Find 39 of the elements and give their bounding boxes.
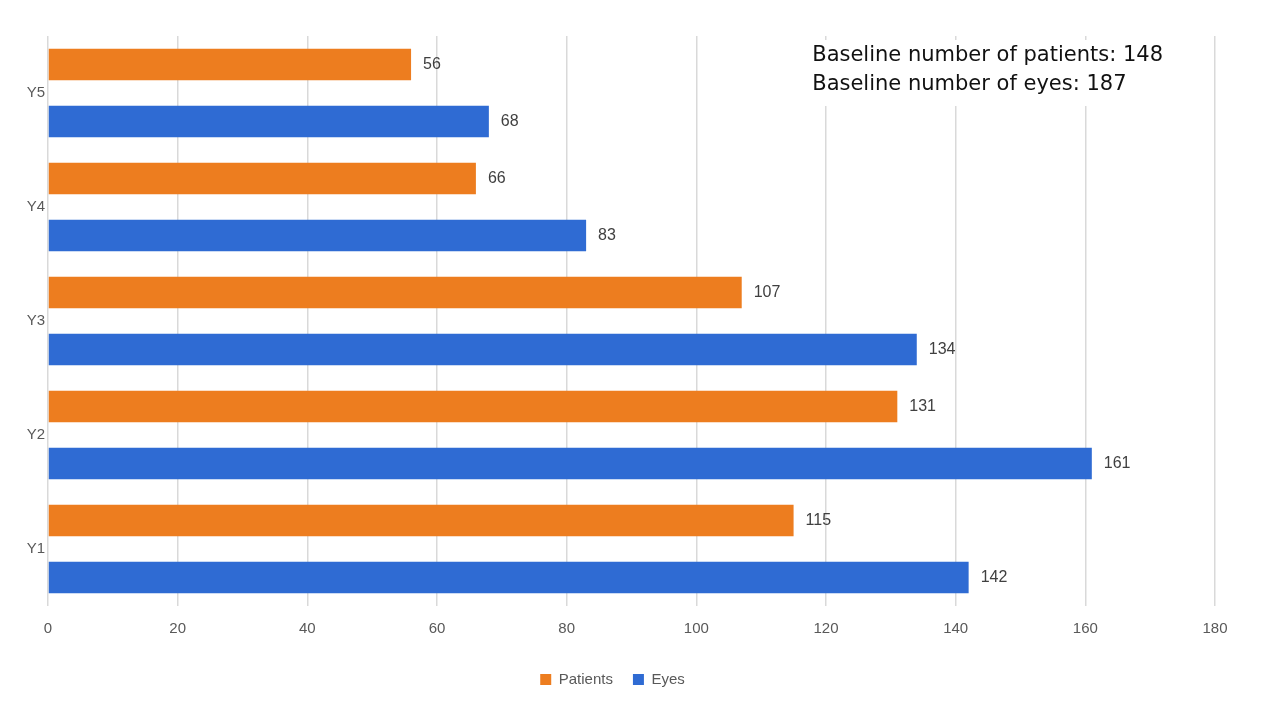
x-tick-label: 120 bbox=[813, 619, 839, 637]
data-label: 83 bbox=[598, 225, 617, 243]
bar bbox=[48, 447, 1092, 480]
data-label: 56 bbox=[423, 54, 441, 72]
bar bbox=[48, 219, 587, 252]
x-tick-label: 60 bbox=[428, 619, 446, 637]
bar bbox=[48, 333, 917, 366]
data-label: 66 bbox=[487, 168, 506, 186]
legend-label: Patients bbox=[558, 669, 613, 687]
data-label: 68 bbox=[500, 111, 519, 129]
bar bbox=[48, 162, 476, 195]
x-tick-label: 20 bbox=[169, 619, 187, 637]
bar bbox=[48, 276, 742, 309]
x-tick-label: 100 bbox=[683, 619, 709, 637]
data-label: 107 bbox=[753, 282, 781, 300]
x-tick-label: 140 bbox=[943, 619, 969, 637]
annotation: Baseline number of eyes: 187 bbox=[812, 70, 1128, 97]
y-tick-label: Y2 bbox=[26, 425, 45, 443]
data-label: 131 bbox=[909, 396, 937, 414]
bar bbox=[48, 390, 898, 423]
data-label: 115 bbox=[805, 510, 832, 528]
y-tick-label: Y3 bbox=[26, 311, 45, 329]
legend-label: Eyes bbox=[651, 669, 685, 687]
x-tick-label: 160 bbox=[1072, 619, 1098, 637]
x-tick-label: 80 bbox=[558, 619, 576, 637]
x-tick-label: 40 bbox=[298, 619, 316, 637]
annotation: Baseline number of patients: 148 bbox=[812, 41, 1163, 68]
y-tick-label: Y5 bbox=[26, 83, 45, 101]
x-tick-label: 0 bbox=[43, 619, 53, 637]
x-tick-label: 180 bbox=[1202, 619, 1228, 637]
data-label: 142 bbox=[980, 567, 1008, 585]
y-tick-label: Y1 bbox=[26, 539, 45, 557]
data-label: 134 bbox=[928, 339, 956, 357]
bar bbox=[48, 48, 412, 81]
y-tick-label: Y4 bbox=[26, 197, 45, 215]
bar bbox=[48, 105, 489, 138]
data-label: 161 bbox=[1103, 453, 1131, 471]
bar bbox=[48, 561, 969, 594]
bar bbox=[48, 504, 794, 537]
